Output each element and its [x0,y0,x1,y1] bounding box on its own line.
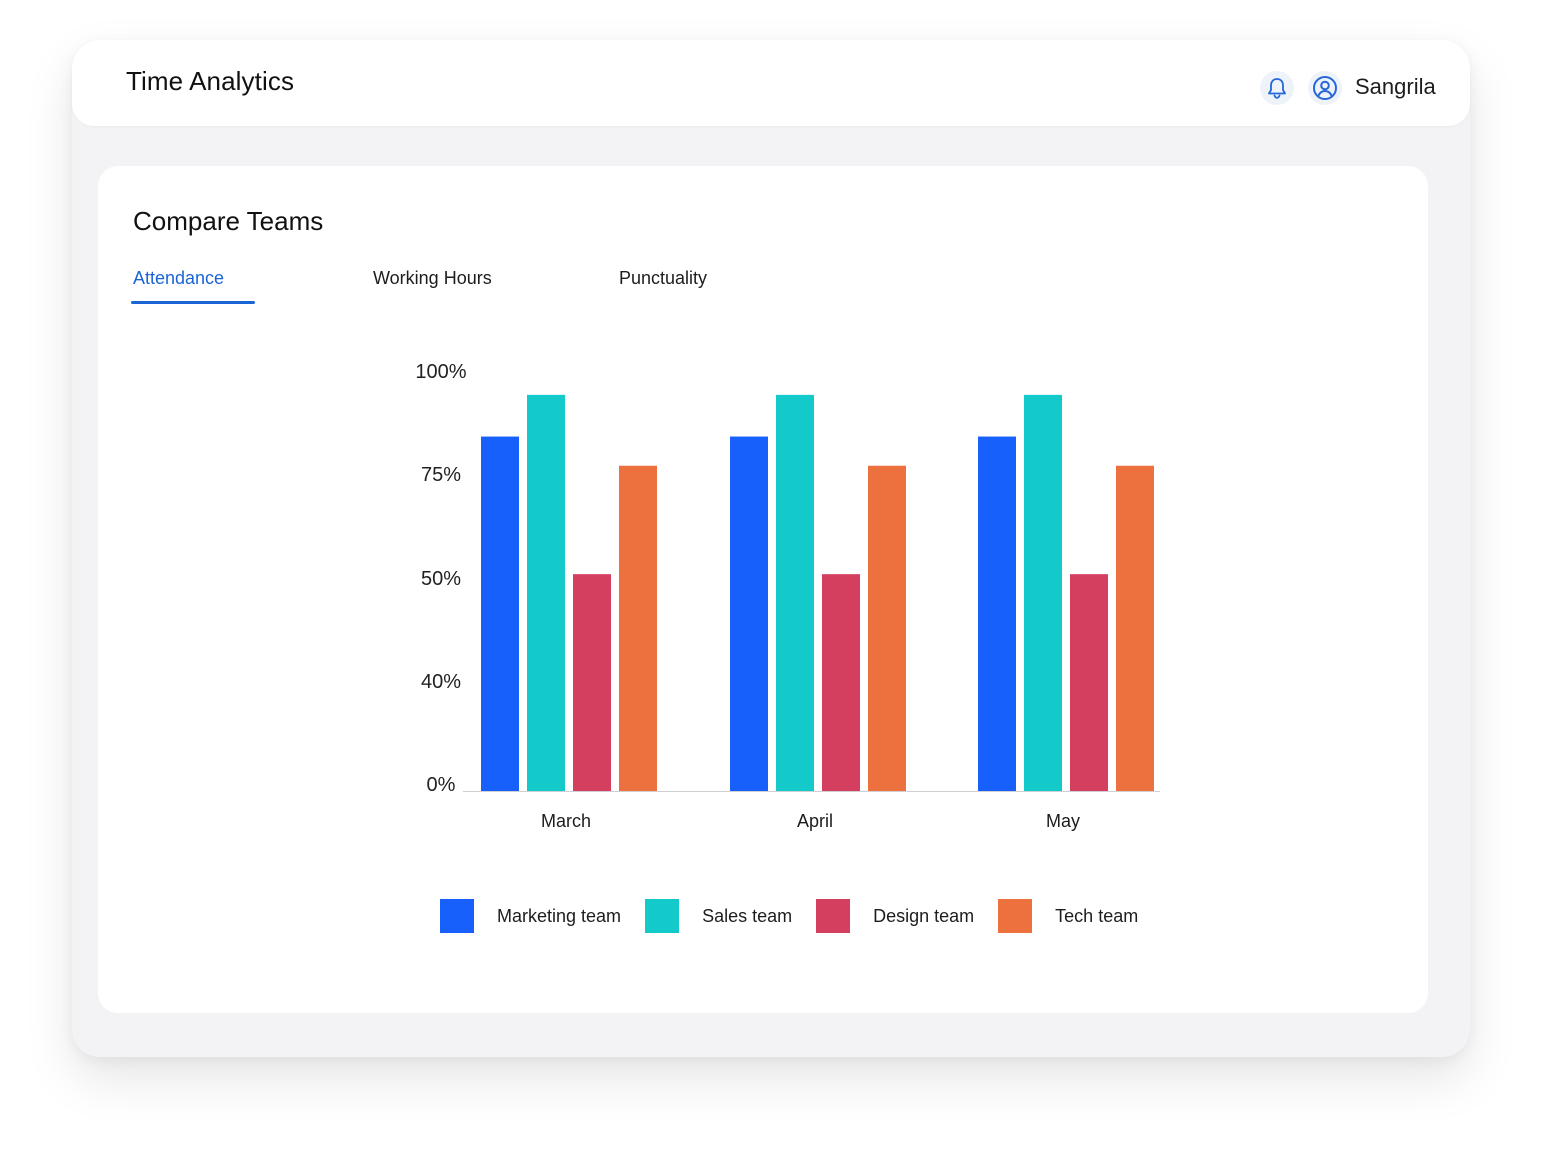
bar-marketing-team-may[interactable] [978,436,1016,791]
section-title: Compare Teams [133,206,324,236]
bar-marketing-team-march[interactable] [481,436,519,791]
user-name[interactable]: Sangrila [1355,74,1436,99]
y-tick-label: 40% [421,671,461,693]
active-tab-indicator [131,301,255,304]
legend-swatch [816,899,851,933]
bar-tech-team-april[interactable] [868,465,906,791]
top-bar: Time Analytics Sangrila [72,40,1470,126]
legend-label: Design team [873,905,975,926]
tab-working-hours[interactable]: Working Hours [373,268,492,288]
bar-tech-team-march[interactable] [619,465,657,791]
x-tick-label: March [541,811,591,831]
bar-sales-team-april[interactable] [776,394,814,791]
legend-item-sales-team[interactable]: Sales team [645,899,792,933]
bar-marketing-team-april[interactable] [730,436,768,791]
attendance-bar-chart: 100% 75% 50% 40% 0% March April May [415,361,1160,831]
compare-teams-card: Compare Teams Attendance Working Hours P… [98,166,1428,1013]
legend-swatch [645,899,680,933]
legend-label: Sales team [702,905,793,926]
bar-design-team-march[interactable] [573,574,611,791]
legend-item-tech-team[interactable]: Tech team [998,899,1138,933]
tab-attendance[interactable]: Attendance [133,268,225,288]
legend-item-marketing-team[interactable]: Marketing team [440,899,621,933]
user-circle-icon[interactable] [1308,71,1342,105]
bar-design-team-may[interactable] [1070,574,1108,791]
x-tick-label: April [797,811,833,831]
bar-design-team-april[interactable] [822,574,860,791]
legend-swatch [998,899,1033,933]
y-tick-label: 50% [421,568,461,590]
tab-punctuality[interactable]: Punctuality [619,268,708,288]
chart-legend: Marketing team Sales team Design team Tech … [440,899,1162,933]
y-tick-label: 100% [415,361,466,383]
bar-sales-team-march[interactable] [527,394,565,791]
bell-icon[interactable] [1260,71,1294,105]
legend-item-design-team[interactable]: Design team [816,899,974,933]
app-window: Time Analytics Sangrila Compare Teams At… [72,40,1470,1057]
bar-sales-team-may[interactable] [1024,394,1062,791]
x-tick-label: May [1046,811,1080,831]
y-tick-label: 0% [427,774,456,796]
legend-label: Marketing team [497,905,622,926]
y-tick-label: 75% [421,464,461,486]
legend-swatch [440,899,474,933]
app-title: Time Analytics [126,66,295,96]
legend-label: Tech team [1055,905,1139,926]
bar-tech-team-may[interactable] [1116,465,1154,791]
